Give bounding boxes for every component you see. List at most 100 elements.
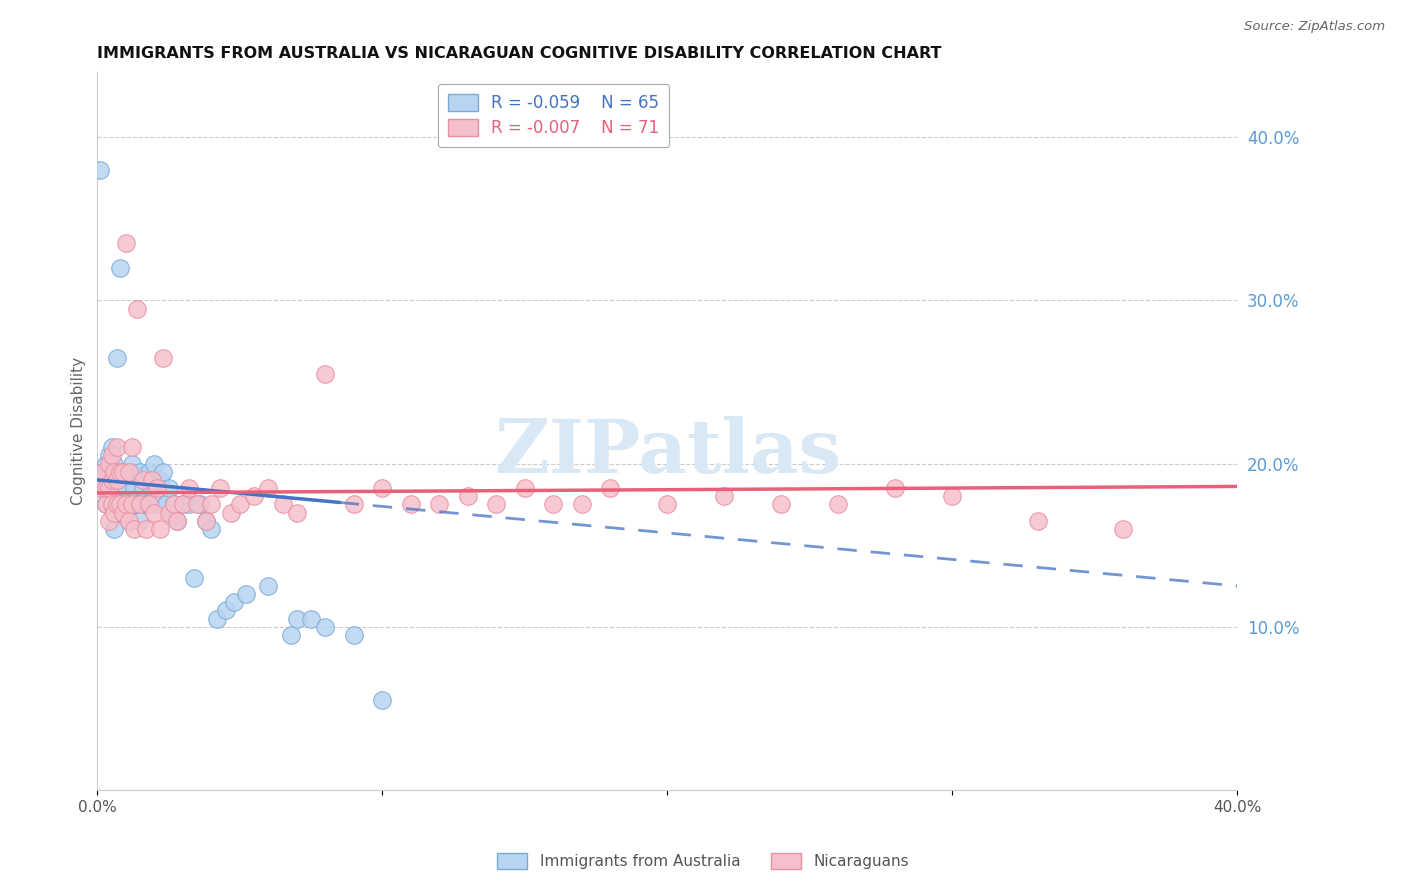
Point [205,611,228,625]
Point [89,481,111,495]
Point [91,473,114,487]
Legend: Immigrants from Australia, Nicaraguans: Immigrants from Australia, Nicaraguans [491,847,915,875]
Point [103,457,125,471]
Point [105,473,128,487]
Point [89,163,111,178]
Point [166,514,188,528]
Text: ZIPatlas: ZIPatlas [494,416,841,489]
Point [166,514,188,528]
Point [115,506,138,520]
Point [111,497,134,511]
Point [94,497,117,511]
Point [224,595,246,609]
Point [108,506,131,520]
Point [94,497,117,511]
Point [118,465,141,479]
Point [371,693,394,707]
Point [827,497,849,511]
Point [299,611,322,625]
Point [713,489,735,503]
Point [200,522,222,536]
Point [97,465,120,479]
Point [149,473,172,487]
Point [118,465,141,479]
Point [194,514,217,528]
Point [149,522,172,536]
Point [115,236,138,251]
Point [343,497,366,511]
Point [157,481,180,495]
Point [105,351,128,365]
Point [571,497,593,511]
Point [100,449,122,463]
Point [121,497,143,511]
Point [884,481,907,495]
Point [129,514,152,528]
Point [221,506,243,520]
Point [111,465,134,479]
Point [152,465,174,479]
Point [229,497,252,511]
Point [138,497,160,511]
Point [97,457,120,471]
Point [91,465,114,479]
Point [91,481,114,495]
Point [143,506,166,520]
Point [124,522,146,536]
Point [97,481,120,495]
Point [163,497,186,511]
Point [105,473,128,487]
Point [941,489,963,503]
Point [177,481,200,495]
Point [343,628,366,642]
Point [188,497,211,511]
Point [103,481,125,495]
Point [111,506,134,520]
Point [121,440,143,454]
Point [103,506,125,520]
Point [132,481,155,495]
Point [200,497,222,511]
Point [135,522,157,536]
Point [214,603,236,617]
Point [1112,522,1135,536]
Point [100,473,122,487]
Point [100,481,122,495]
Point [105,497,128,511]
Point [103,465,125,479]
Point [100,497,122,511]
Legend: R = -0.059    N = 65, R = -0.007    N = 71: R = -0.059 N = 65, R = -0.007 N = 71 [437,84,669,147]
Point [235,587,257,601]
Point [243,489,266,503]
Point [127,497,149,511]
Point [94,481,117,495]
Point [599,481,621,495]
Point [155,497,177,511]
Point [94,457,117,471]
Point [399,497,422,511]
Point [513,481,536,495]
Point [152,351,174,365]
Point [141,473,163,487]
Point [172,497,194,511]
Point [108,260,131,275]
Point [91,465,114,479]
Point [285,611,308,625]
Point [183,571,205,585]
Point [121,457,143,471]
Point [129,497,152,511]
Point [132,473,155,487]
Point [97,481,120,495]
Point [108,481,131,495]
Point [100,440,122,454]
Point [163,497,186,511]
Point [186,497,208,511]
Point [257,579,280,593]
Point [141,481,163,495]
Point [257,481,280,495]
Point [285,506,308,520]
Point [143,473,166,487]
Text: Source: ZipAtlas.com: Source: ZipAtlas.com [1244,20,1385,33]
Point [543,497,565,511]
Point [160,506,183,520]
